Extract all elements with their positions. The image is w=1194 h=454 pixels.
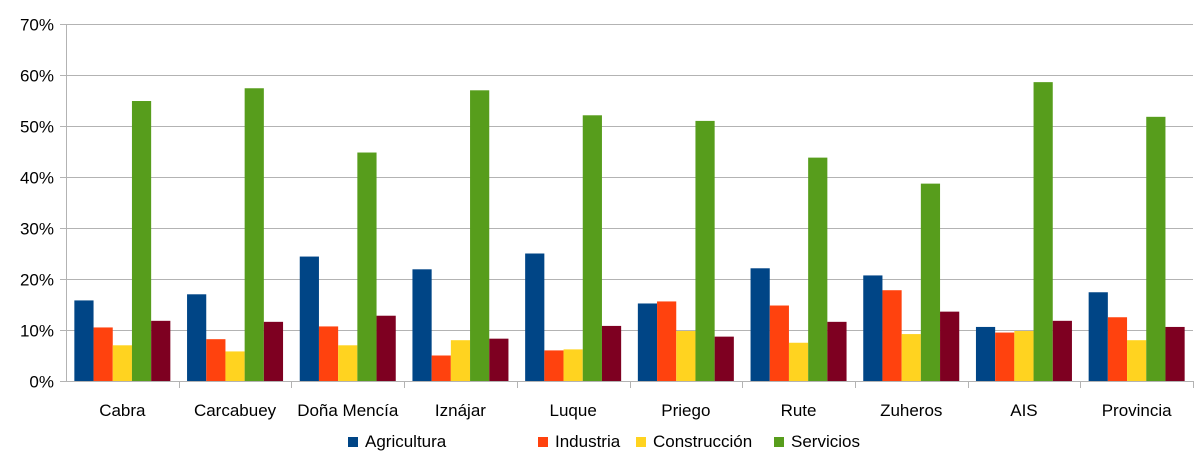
x-tick-label: Cabra	[99, 401, 146, 420]
bar-industria	[318, 326, 339, 381]
x-tick-label: Luque	[550, 401, 597, 420]
legend-label-construcción: Construcción	[653, 432, 752, 451]
bar-series-5	[714, 336, 734, 381]
bar-servicios	[244, 88, 264, 381]
bar-servicios	[131, 101, 152, 381]
bar-industria	[882, 290, 902, 381]
bar-agricultura	[863, 275, 883, 381]
bar-servicios	[470, 90, 490, 382]
bar-servicios	[1146, 116, 1166, 381]
bar-series-5	[1165, 326, 1185, 381]
legend-label-industria: Industria	[555, 432, 621, 451]
bar-agricultura	[525, 253, 545, 381]
legend-swatch-industria	[538, 437, 548, 447]
bar-construcción	[563, 349, 583, 381]
x-tick-label: Doña Mencía	[297, 401, 399, 420]
bar-servicios	[1033, 82, 1053, 381]
bar-construcción	[901, 334, 921, 381]
x-tick-label: Provincia	[1102, 401, 1172, 420]
bar-agricultura	[187, 294, 207, 381]
bar-agricultura	[637, 303, 658, 381]
y-tick-label: 20%	[20, 271, 54, 290]
bar-series-5	[940, 311, 960, 381]
bar-agricultura	[299, 256, 319, 381]
bar-construcción	[1014, 331, 1034, 381]
x-tick-label: Carcabuey	[194, 401, 277, 420]
y-tick-label: 40%	[20, 169, 54, 188]
bar-servicios	[808, 157, 828, 381]
bar-industria	[1107, 317, 1128, 381]
bar-servicios	[357, 152, 377, 381]
bar-construcción	[112, 345, 132, 381]
legend-swatch-servicios	[774, 437, 784, 447]
bar-industria	[431, 355, 451, 381]
y-tick-label: 50%	[20, 118, 54, 137]
bar-series-5	[601, 325, 622, 381]
bar-series-5	[1052, 320, 1072, 381]
bar-agricultura	[74, 300, 94, 381]
y-tick-label: 0%	[29, 373, 54, 392]
bar-series-5	[151, 320, 171, 381]
bar-servicios	[920, 183, 941, 381]
bar-agricultura	[412, 269, 432, 381]
bar-construcción	[1127, 340, 1147, 381]
bar-industria	[544, 350, 564, 381]
bar-series-5	[489, 338, 509, 381]
x-tick-label: Priego	[661, 401, 710, 420]
bar-servicios	[582, 115, 602, 381]
bar-agricultura	[750, 268, 770, 381]
bar-industria	[657, 301, 677, 381]
bar-construcción	[676, 331, 696, 381]
legend-swatch-construcción	[636, 437, 646, 447]
legend-label-servicios: Servicios	[791, 432, 860, 451]
x-tick-label: Iznájar	[435, 401, 486, 420]
x-tick-label: Zuheros	[880, 401, 942, 420]
bar-series-5	[827, 321, 847, 381]
y-tick-label: 30%	[20, 220, 54, 239]
x-tick-label: Rute	[781, 401, 817, 420]
y-tick-label: 70%	[20, 16, 54, 35]
bar-construcción	[788, 342, 809, 381]
bar-servicios	[695, 120, 715, 382]
bar-agricultura	[1088, 292, 1108, 381]
bar-industria	[93, 327, 113, 381]
bar-construcción	[450, 340, 471, 381]
bar-construcción	[225, 351, 245, 381]
legend-swatch-agricultura	[348, 437, 358, 447]
x-tick-label: AIS	[1010, 401, 1037, 420]
y-tick-label: 60%	[20, 67, 54, 86]
bar-industria	[206, 339, 226, 381]
bar-series-5	[376, 315, 396, 381]
bar-industria	[769, 305, 789, 381]
y-tick-label: 10%	[20, 322, 54, 341]
bar-construcción	[338, 345, 358, 381]
bar-agricultura	[975, 326, 996, 381]
bar-industria	[995, 332, 1015, 381]
bar-series-5	[263, 321, 284, 381]
legend-label-agricultura: Agricultura	[365, 432, 447, 451]
